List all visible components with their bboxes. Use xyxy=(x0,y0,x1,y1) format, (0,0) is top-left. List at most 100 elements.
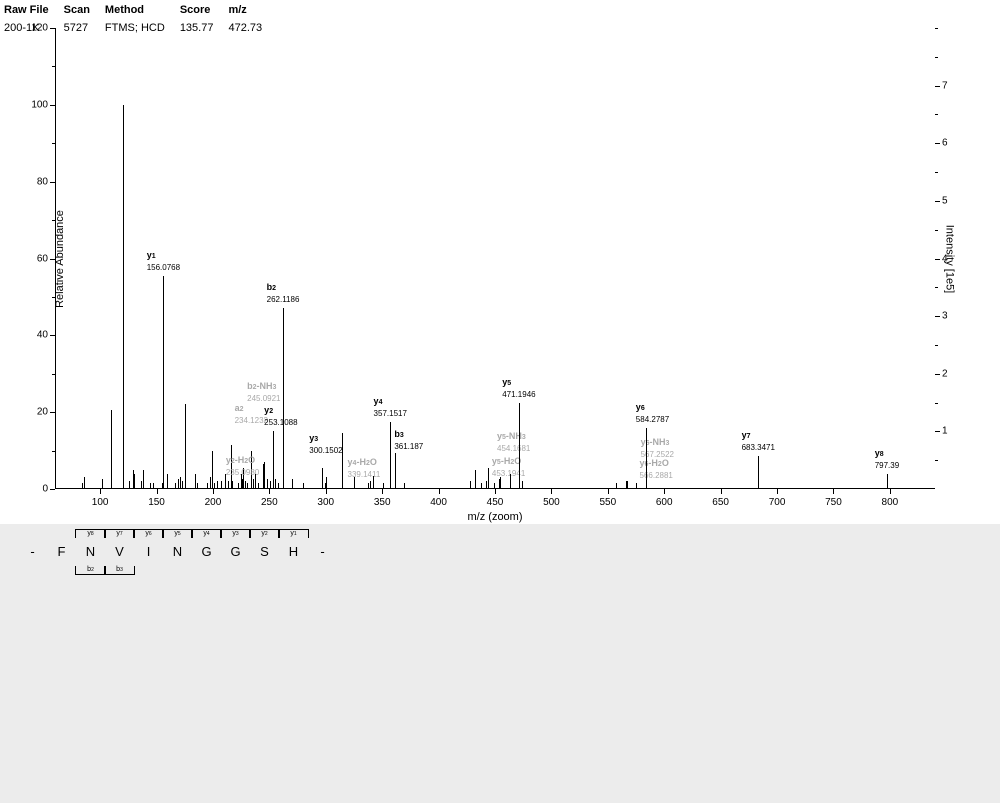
yL-minor-tick xyxy=(52,66,55,67)
residue-N: Ny8b2 xyxy=(76,543,105,561)
x-tick xyxy=(890,489,891,494)
meta-h-rawfile: Raw File xyxy=(3,2,61,18)
spectrum-peak xyxy=(322,468,323,489)
yR-tick-label: 7 xyxy=(942,80,948,91)
spectrum-peak xyxy=(221,481,222,489)
spectrum-peak xyxy=(383,483,384,489)
peak-annotation: y3300.1502 xyxy=(309,433,342,456)
yL-tick-label: 0 xyxy=(42,484,48,495)
x-tick-label: 650 xyxy=(712,497,729,508)
spectrum-peak xyxy=(475,470,476,489)
yR-minor-tick xyxy=(935,114,938,115)
peak-annotation: y4357.1517 xyxy=(374,396,407,419)
yR-minor-tick xyxy=(935,460,938,461)
yL-tick-label: 100 xyxy=(31,99,48,110)
yR-tick-label: 5 xyxy=(942,195,948,206)
yL-minor-tick xyxy=(52,374,55,375)
spectrum-peak xyxy=(395,453,396,489)
spectrum-peak xyxy=(232,481,233,489)
x-tick xyxy=(326,489,327,494)
yR-minor-tick xyxy=(935,28,938,29)
yL-tick xyxy=(50,489,55,490)
spectrum-peak xyxy=(887,474,888,489)
x-tick-label: 200 xyxy=(205,497,222,508)
peak-annotation: b2-NH3245.0921 xyxy=(247,381,280,404)
yR-minor-tick xyxy=(935,345,938,346)
spectrum-peak xyxy=(150,483,151,489)
yL-tick xyxy=(50,182,55,183)
spectrum-peak xyxy=(129,481,130,489)
spectrum-peak xyxy=(267,479,268,489)
spectrum-peak xyxy=(225,474,226,489)
yL-tick-label: 120 xyxy=(31,23,48,34)
x-axis-title: m/z (zoom) xyxy=(55,511,935,523)
spectrum-peak xyxy=(522,481,523,489)
spectrum-peak xyxy=(111,410,112,489)
residue-N: Ny5 xyxy=(163,543,192,561)
spectrum-peak xyxy=(488,468,489,489)
residue-I: Iy6 xyxy=(134,543,163,561)
spectrum-peak xyxy=(247,483,248,489)
x-tick-label: 700 xyxy=(769,497,786,508)
spectrum-peak xyxy=(275,479,276,489)
yR-tick-label: 2 xyxy=(942,368,948,379)
peak-annotation: y8797.39 xyxy=(875,448,899,471)
spectrum-peak xyxy=(143,470,144,489)
residue--: - xyxy=(308,543,337,561)
peak-annotation: y5-NH3454.1681 xyxy=(497,431,530,454)
meta-h-mz: m/z xyxy=(227,2,274,18)
x-tick xyxy=(157,489,158,494)
spectrum-peak xyxy=(283,308,284,489)
spectrum-peak xyxy=(207,483,208,489)
yR-tick xyxy=(935,86,940,87)
spectrum-peak xyxy=(627,481,628,489)
yR-minor-tick xyxy=(935,172,938,173)
peak-annotation: a2234.1232 xyxy=(235,403,268,426)
spectrum-peak xyxy=(292,479,293,489)
y-ion-label: y1 xyxy=(279,530,308,538)
spectrum-peak xyxy=(141,481,142,489)
residue-H: Hy1 xyxy=(279,543,308,561)
spectrum-peak xyxy=(494,483,495,489)
y-ion-label: y5 xyxy=(163,530,192,538)
b-ion-label: b2 xyxy=(76,566,105,574)
spectrum-peak xyxy=(84,477,85,489)
y-ion-label: y4 xyxy=(192,530,221,538)
spectrum-peak xyxy=(180,477,181,489)
residue-G: Gy3 xyxy=(221,543,250,561)
yL-tick-label: 80 xyxy=(37,176,48,187)
x-tick xyxy=(269,489,270,494)
yR-tick xyxy=(935,259,940,260)
x-tick xyxy=(213,489,214,494)
y-ion-label: y6 xyxy=(134,530,163,538)
spectrum-peak xyxy=(370,481,371,489)
x-tick-label: 500 xyxy=(543,497,560,508)
y-ion-label: y7 xyxy=(105,530,134,538)
yR-tick xyxy=(935,201,940,202)
spectrum-peak xyxy=(481,483,482,489)
spectrum-peak xyxy=(175,483,176,489)
residue-V: Vy7b3 xyxy=(105,543,134,561)
x-tick xyxy=(382,489,383,494)
sequence-panel: -FNy8b2Vy7b3Iy6Ny5Gy4Gy3Sy2Hy1- xyxy=(0,524,1000,803)
y-ion-label: y3 xyxy=(221,530,250,538)
b-ion-label: b3 xyxy=(105,566,134,574)
x-tick-label: 300 xyxy=(317,497,334,508)
spectrum-peak xyxy=(646,428,647,489)
spectrum-peak xyxy=(214,483,215,489)
spectrum-peak xyxy=(264,462,265,489)
spectrum-peak xyxy=(82,483,83,489)
sequence-row: -FNy8b2Vy7b3Iy6Ny5Gy4Gy3Sy2Hy1- xyxy=(18,543,337,561)
yR-minor-tick xyxy=(935,230,938,231)
metadata-header-row: Raw File Scan Method Score m/z xyxy=(3,2,274,18)
peak-annotation: b2262.1186 xyxy=(267,282,300,305)
spectrum-peak xyxy=(373,476,374,489)
spectrum-peak xyxy=(245,481,246,489)
spectrum-peak xyxy=(758,456,759,489)
yR-tick xyxy=(935,143,940,144)
yL-tick xyxy=(50,335,55,336)
peak-annotation: y4-H2O339.1411 xyxy=(348,457,381,480)
spectrum-peak xyxy=(273,431,274,489)
yL-minor-tick xyxy=(52,451,55,452)
x-tick-label: 350 xyxy=(374,497,391,508)
